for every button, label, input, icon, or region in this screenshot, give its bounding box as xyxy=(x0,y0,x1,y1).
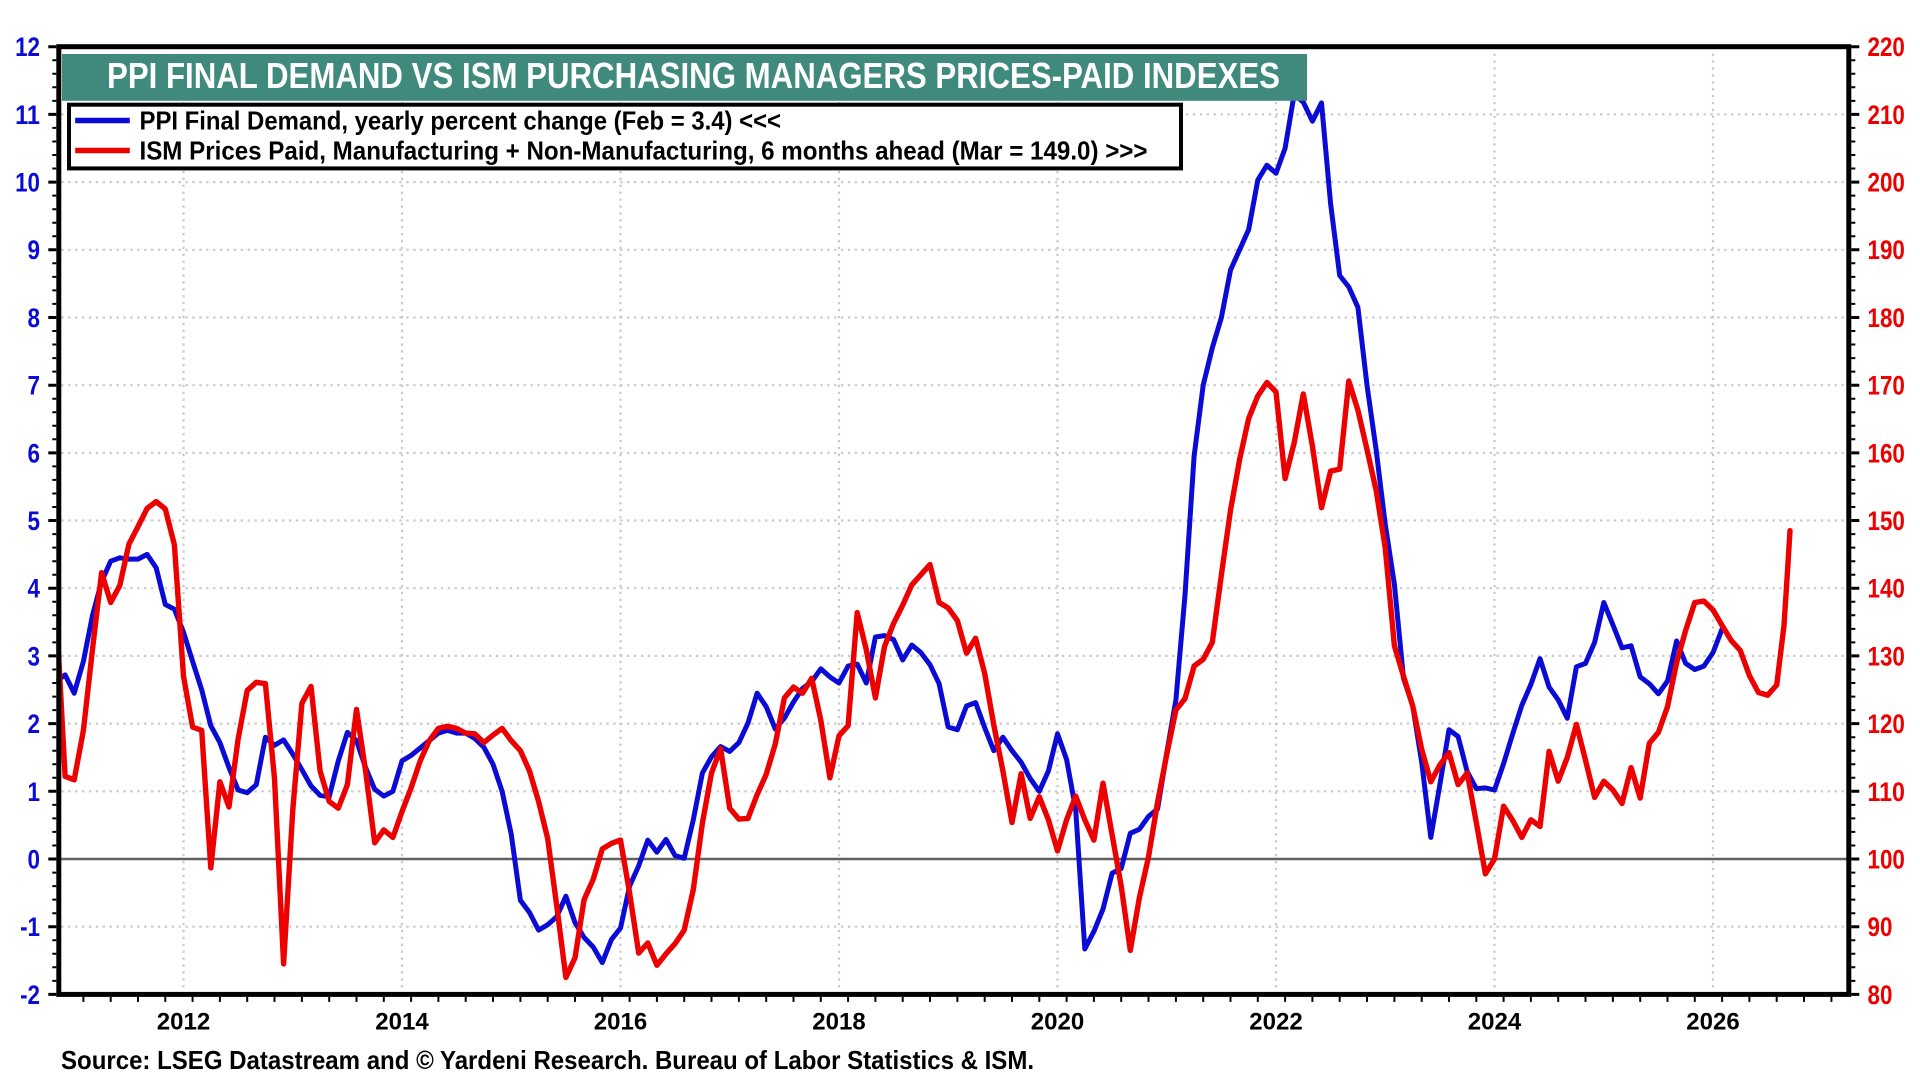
svg-text:210: 210 xyxy=(1868,100,1905,130)
svg-text:4: 4 xyxy=(28,574,41,604)
svg-text:ISM Prices Paid, Manufacturing: ISM Prices Paid, Manufacturing + Non-Man… xyxy=(140,136,1148,166)
svg-text:2: 2 xyxy=(28,709,41,739)
svg-text:140: 140 xyxy=(1868,574,1905,604)
svg-text:2026: 2026 xyxy=(1686,1009,1739,1036)
svg-text:0: 0 xyxy=(28,845,41,875)
svg-text:2012: 2012 xyxy=(157,1009,210,1036)
svg-text:9: 9 xyxy=(28,235,41,265)
svg-text:2018: 2018 xyxy=(812,1009,865,1036)
svg-text:5: 5 xyxy=(28,506,41,536)
svg-text:130: 130 xyxy=(1868,641,1905,671)
svg-text:100: 100 xyxy=(1868,845,1905,875)
svg-text:200: 200 xyxy=(1868,168,1905,198)
svg-text:7: 7 xyxy=(28,371,41,401)
svg-text:PPI FINAL DEMAND VS ISM PURCHA: PPI FINAL DEMAND VS ISM PURCHASING MANAG… xyxy=(107,55,1280,96)
svg-text:8: 8 xyxy=(28,303,41,333)
svg-text:Source: LSEG Datastream and ©: Source: LSEG Datastream and © Yardeni Re… xyxy=(61,1045,1034,1075)
svg-text:190: 190 xyxy=(1868,235,1905,265)
svg-text:11: 11 xyxy=(15,100,40,130)
svg-text:2016: 2016 xyxy=(594,1009,647,1036)
svg-text:2020: 2020 xyxy=(1031,1009,1084,1036)
svg-text:150: 150 xyxy=(1868,506,1905,536)
svg-text:80: 80 xyxy=(1868,980,1893,1010)
svg-text:6: 6 xyxy=(28,438,41,468)
svg-text:220: 220 xyxy=(1868,32,1905,62)
svg-text:10: 10 xyxy=(15,168,40,198)
svg-text:1: 1 xyxy=(28,777,41,807)
svg-text:PPI Final Demand, yearly perce: PPI Final Demand, yearly percent change … xyxy=(140,105,782,135)
svg-text:170: 170 xyxy=(1868,371,1905,401)
svg-text:3: 3 xyxy=(28,641,41,671)
svg-text:110: 110 xyxy=(1868,777,1905,807)
svg-text:-1: -1 xyxy=(20,912,40,942)
svg-text:-2: -2 xyxy=(20,980,40,1010)
svg-text:2014: 2014 xyxy=(375,1009,429,1036)
svg-text:12: 12 xyxy=(15,32,40,62)
svg-text:90: 90 xyxy=(1868,912,1893,942)
svg-text:120: 120 xyxy=(1868,709,1905,739)
svg-text:2024: 2024 xyxy=(1468,1009,1522,1036)
svg-text:2022: 2022 xyxy=(1249,1009,1302,1036)
svg-text:160: 160 xyxy=(1868,438,1905,468)
svg-text:180: 180 xyxy=(1868,303,1905,333)
